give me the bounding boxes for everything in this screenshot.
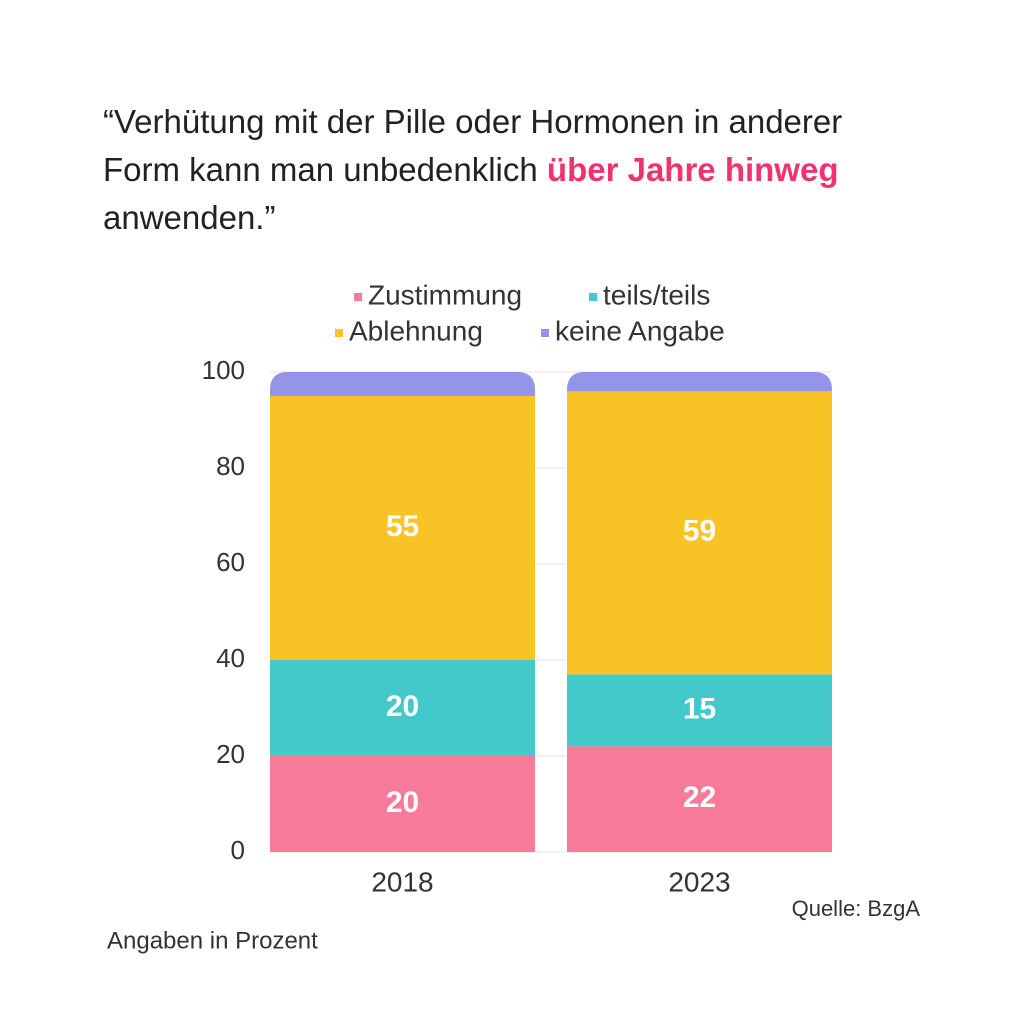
legend-marker (589, 293, 597, 301)
bar-segment (270, 372, 535, 396)
bar-segment (567, 372, 832, 392)
data-label: 59 (683, 515, 716, 548)
bar-segment (270, 660, 535, 756)
data-label: 20 (386, 690, 419, 723)
y-tick-label: 20 (216, 739, 245, 769)
y-tick-label: 60 (216, 547, 245, 577)
note: Angaben in Prozent (107, 927, 318, 954)
y-tick-label: 100 (202, 355, 245, 385)
data-label: 15 (683, 692, 716, 725)
chart-title: “Verhütung mit der Pille oder Hormonen i… (103, 98, 893, 242)
x-tick-label: 2023 (668, 866, 730, 897)
title-highlight: über Jahre hinweg (546, 151, 839, 188)
legend-label: teils/teils (603, 279, 710, 310)
data-label: 20 (386, 786, 419, 819)
legend-marker (354, 293, 362, 301)
bar-segment (270, 396, 535, 660)
legend-label: keine Angabe (555, 315, 725, 346)
x-tick-label: 2018 (371, 866, 433, 897)
data-label: 22 (683, 781, 716, 814)
legend-marker (541, 329, 549, 337)
data-label: 55 (386, 510, 419, 543)
legend-marker (335, 329, 343, 337)
bar-segment (567, 746, 832, 852)
y-tick-label: 0 (231, 835, 245, 865)
title-part: anwenden.” (103, 199, 276, 236)
title-part: “Verhütung mit der Pille oder Hormonen i… (103, 103, 843, 188)
bar-segment (567, 391, 832, 675)
y-tick-label: 40 (216, 643, 245, 673)
y-tick-label: 80 (216, 451, 245, 481)
legend-label: Ablehnung (349, 315, 483, 346)
bar-segment (270, 756, 535, 852)
bar-segment (567, 674, 832, 747)
legend-label: Zustimmung (368, 279, 522, 310)
source: Quelle: BzgA (792, 896, 921, 921)
